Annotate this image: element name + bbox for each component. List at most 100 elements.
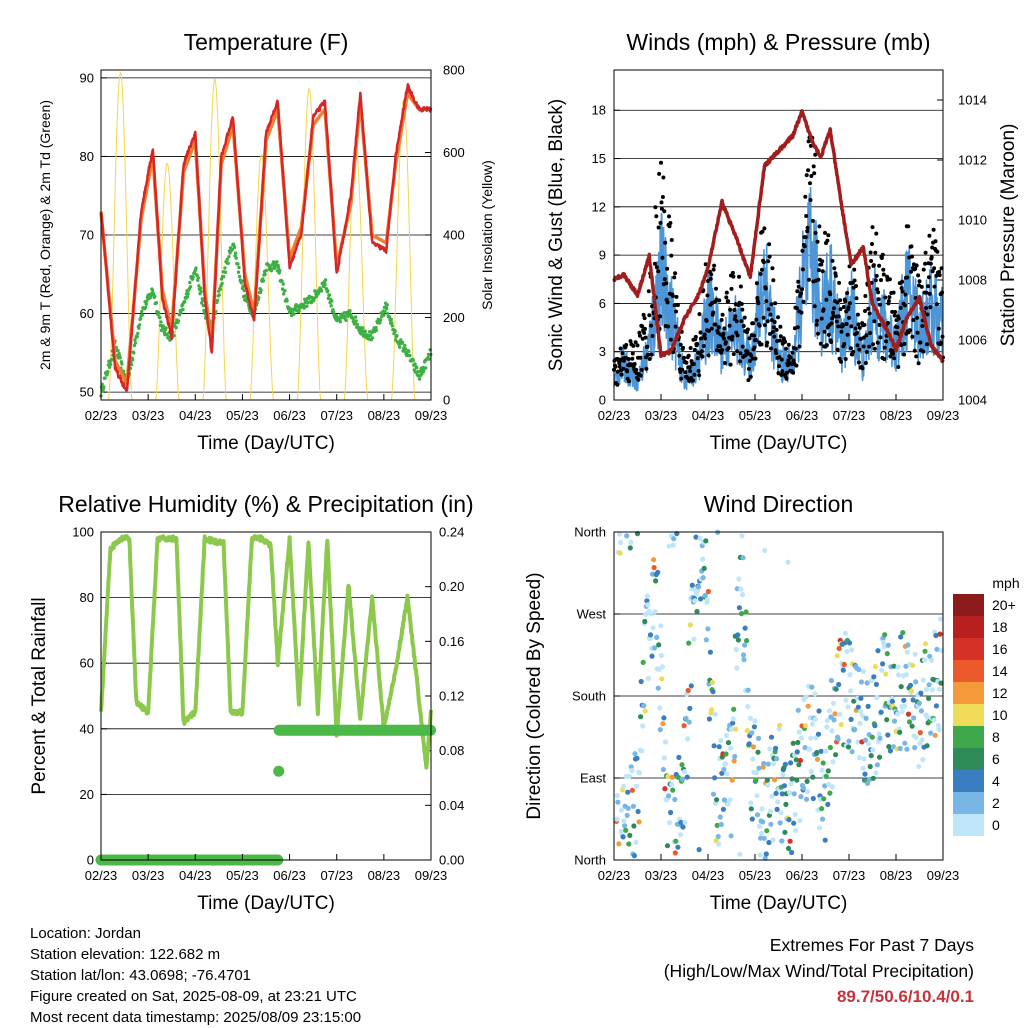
direction-point: [796, 729, 803, 735]
gust-point: [687, 378, 692, 383]
direction-point: [835, 736, 841, 742]
gust-point: [884, 339, 889, 344]
direction-point: [825, 768, 831, 774]
gust-point: [749, 353, 754, 358]
gust-point: [864, 350, 869, 354]
direction-point: [738, 586, 744, 592]
gust-point: [627, 379, 631, 384]
direction-point: [715, 833, 721, 840]
y-tick-label: 6: [599, 296, 606, 311]
direction-point: [618, 807, 625, 813]
gust-point: [855, 343, 860, 348]
dewpoint-point: [237, 265, 241, 270]
direction-point: [897, 729, 903, 735]
gust-point: [932, 284, 937, 289]
gust-point: [711, 267, 716, 272]
direction-point: [803, 694, 809, 700]
gust-point: [684, 360, 689, 365]
dewpoint-point: [133, 341, 138, 345]
x-tick-label: 09/23: [927, 408, 960, 423]
direction-point: [804, 796, 810, 802]
dewpoint-point: [198, 286, 203, 290]
direction-point: [833, 686, 839, 692]
direction-point: [654, 634, 660, 641]
direction-point: [797, 757, 804, 764]
gust-point: [824, 297, 829, 302]
direction-point: [785, 845, 792, 852]
dewpoint-point: [421, 370, 426, 374]
gust-point: [846, 305, 851, 310]
gust-point: [824, 343, 829, 348]
y-right-tick-label: 0.20: [439, 579, 464, 594]
y-tick-label: 80: [80, 149, 94, 164]
x-tick-label: 03/23: [132, 408, 165, 423]
gust-point: [635, 343, 640, 348]
direction-point: [812, 691, 818, 697]
direction-point: [848, 688, 854, 694]
direction-point: [795, 739, 801, 746]
direction-point: [624, 533, 630, 539]
direction-point: [640, 723, 646, 729]
gust-point: [714, 286, 718, 291]
direction-point: [878, 709, 884, 715]
direction-point: [747, 715, 753, 721]
dewpoint-point: [241, 284, 245, 288]
direction-point: [657, 705, 663, 711]
gust-point: [704, 318, 709, 323]
dewpoint-point: [218, 287, 223, 291]
direction-point: [707, 649, 714, 655]
y-tick-label: West: [577, 607, 607, 622]
gust-point: [728, 307, 733, 312]
direction-point: [651, 565, 657, 571]
gust-point: [643, 335, 648, 340]
gust-point: [718, 344, 723, 349]
gust-point: [721, 331, 726, 336]
pressure-line: [612, 109, 945, 364]
direction-point: [903, 663, 909, 669]
gust-point: [819, 262, 824, 267]
gust-point: [719, 318, 724, 322]
direction-point: [678, 819, 684, 826]
dewpoint-point: [278, 268, 282, 273]
gust-point: [761, 260, 766, 265]
direction-point: [931, 717, 937, 723]
gust-point: [674, 294, 679, 299]
direction-point: [848, 716, 854, 723]
gust-point: [724, 295, 729, 300]
gust-point: [882, 357, 887, 361]
direction-point: [625, 805, 631, 811]
gust-point: [703, 262, 708, 267]
gust-point: [740, 344, 745, 349]
gust-point: [791, 370, 796, 375]
gust-point: [825, 238, 830, 243]
dewpoint-point: [217, 293, 221, 297]
direction-point: [830, 759, 836, 765]
gust-point: [793, 346, 798, 351]
gust-point: [924, 306, 929, 310]
dewpoint-point: [383, 309, 387, 314]
direction-point: [712, 711, 718, 717]
dewpoint-point: [259, 288, 263, 292]
gust-point: [638, 355, 643, 360]
gust-point: [853, 326, 858, 331]
direction-point: [795, 707, 801, 713]
direction-point: [891, 718, 898, 724]
direction-point: [721, 797, 728, 803]
x-tick-label: 09/23: [415, 408, 448, 423]
gust-point: [786, 342, 791, 347]
dewpoint-point: [137, 326, 141, 330]
direction-point: [708, 707, 715, 713]
x-axis-label: Time (Day/UTC): [710, 433, 848, 454]
dewpoint-point: [329, 304, 333, 308]
direction-point: [821, 796, 827, 802]
direction-frame: [613, 531, 944, 861]
extremes-legend: (High/Low/Max Wind/Total Precipitation): [663, 960, 974, 981]
direction-point: [668, 809, 674, 816]
dewpoint-point: [280, 279, 284, 283]
direction-point: [724, 771, 730, 777]
gust-point: [760, 229, 765, 234]
direction-point: [782, 829, 788, 835]
gust-point: [868, 250, 873, 255]
direction-point: [660, 766, 667, 773]
